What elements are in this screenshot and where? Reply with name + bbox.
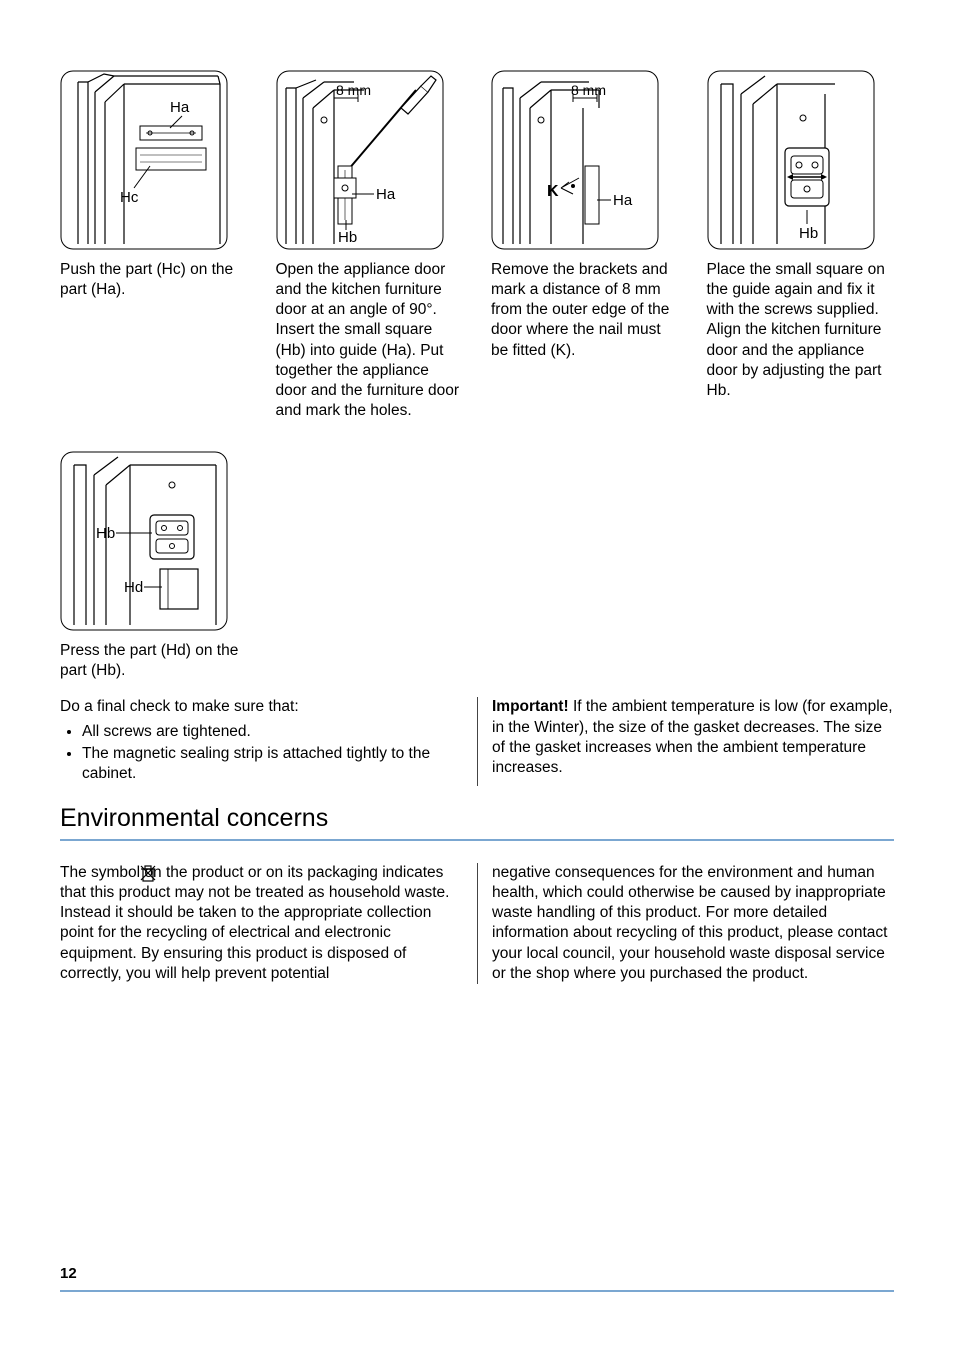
final-check-list: All screws are tightened. The magnetic s… bbox=[60, 722, 463, 784]
recycle-bin-icon bbox=[138, 863, 158, 883]
env-right: negative consequences for the environmen… bbox=[477, 863, 894, 984]
step-4: Hb Place the small square on the guide a… bbox=[707, 70, 895, 421]
page-number: 12 bbox=[60, 1265, 77, 1282]
label-Hb-4: Hb bbox=[799, 225, 818, 242]
step-3-caption: Remove the brackets and mark a distance … bbox=[491, 260, 679, 361]
label-8mm: 8 mm bbox=[336, 82, 371, 98]
env-section: The symbol on the product or on its pack… bbox=[60, 863, 894, 984]
env-heading: Environmental concerns bbox=[60, 804, 894, 833]
check-item: All screws are tightened. bbox=[82, 722, 463, 742]
step-2: 8 mm Ha Hb Open the appliance door and t… bbox=[276, 70, 464, 421]
label-Ha-3: Ha bbox=[613, 192, 633, 209]
label-8mm-3: 8 mm bbox=[571, 82, 606, 98]
step-4-diagram: Hb bbox=[707, 70, 875, 250]
footer-rule bbox=[60, 1290, 894, 1292]
final-check-intro: Do a final check to make sure that: bbox=[60, 697, 463, 717]
step-row-2: Hb Hd Press the part (Hd) on the part (H… bbox=[60, 451, 894, 681]
step-5-diagram: Hb Hd bbox=[60, 451, 228, 631]
step-1-caption: Push the part (Hc) on the part (Ha). bbox=[60, 260, 248, 300]
label-Hc: Hc bbox=[120, 189, 139, 206]
step-1: Ha Hc Push the part (Hc) on the part (Ha… bbox=[60, 70, 248, 421]
step-2-diagram: 8 mm Ha Hb bbox=[276, 70, 444, 250]
env-left-text: The symbol on the product or on its pack… bbox=[60, 864, 449, 982]
section-rule bbox=[60, 839, 894, 841]
label-Ha-2: Ha bbox=[376, 186, 396, 203]
step-2-caption: Open the appliance door and the kitchen … bbox=[276, 260, 464, 421]
step-3-diagram: 8 mm K Ha bbox=[491, 70, 659, 250]
step-row-1: Ha Hc Push the part (Hc) on the part (Ha… bbox=[60, 70, 894, 421]
label-Hd: Hd bbox=[124, 579, 143, 596]
step-4-caption: Place the small square on the guide agai… bbox=[707, 260, 895, 401]
step-3: 8 mm K Ha Remove the brackets and mark a… bbox=[491, 70, 679, 421]
important-note: Important! If the ambient temperature is… bbox=[477, 697, 894, 786]
label-Hb-5: Hb bbox=[96, 525, 115, 542]
label-Ha: Ha bbox=[170, 99, 190, 116]
step-5-caption: Press the part (Hd) on the part (Hb). bbox=[60, 641, 250, 681]
step-5: Hb Hd Press the part (Hd) on the part (H… bbox=[60, 451, 250, 681]
check-item: The magnetic sealing strip is attached t… bbox=[82, 744, 463, 784]
final-check-section: Do a final check to make sure that: All … bbox=[60, 697, 894, 786]
env-left: The symbol on the product or on its pack… bbox=[60, 863, 477, 984]
label-K: K bbox=[547, 183, 559, 200]
final-check-left: Do a final check to make sure that: All … bbox=[60, 697, 477, 786]
important-label: Important! bbox=[492, 698, 569, 715]
step-1-diagram: Ha Hc bbox=[60, 70, 228, 250]
label-Hb-2: Hb bbox=[338, 229, 357, 246]
